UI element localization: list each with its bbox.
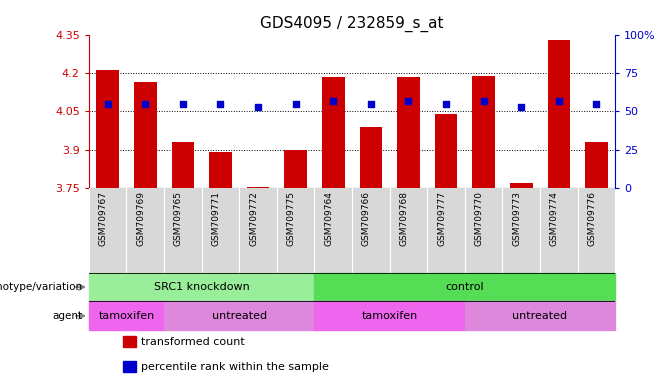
Text: GSM709771: GSM709771	[211, 191, 220, 246]
Bar	[89, 273, 315, 301]
Text: GSM709769: GSM709769	[136, 191, 145, 246]
Point	[441, 101, 451, 107]
Point	[478, 98, 489, 104]
Point	[215, 101, 226, 107]
Bar	[164, 301, 315, 330]
Text: GSM709768: GSM709768	[399, 191, 409, 246]
Point	[516, 104, 526, 110]
Text: tamoxifen: tamoxifen	[98, 311, 155, 321]
Point	[403, 98, 414, 104]
Text: GSM709765: GSM709765	[174, 191, 183, 246]
Text: GSM709764: GSM709764	[324, 191, 333, 246]
Bar	[397, 77, 420, 188]
Bar	[172, 142, 194, 188]
Bar	[315, 273, 615, 301]
Bar	[322, 77, 345, 188]
Bar	[123, 336, 136, 347]
Point	[140, 101, 151, 107]
Bar	[435, 114, 457, 188]
Bar	[96, 70, 119, 188]
Text: untreated: untreated	[513, 311, 568, 321]
Text: tamoxifen: tamoxifen	[361, 311, 418, 321]
Text: GSM709770: GSM709770	[474, 191, 484, 246]
Bar	[134, 82, 157, 188]
Text: GSM709774: GSM709774	[550, 191, 559, 246]
Title: GDS4095 / 232859_s_at: GDS4095 / 232859_s_at	[261, 16, 443, 32]
Text: SRC1 knockdown: SRC1 knockdown	[154, 282, 249, 292]
Text: GSM709777: GSM709777	[437, 191, 446, 246]
Text: GSM709766: GSM709766	[362, 191, 371, 246]
Bar	[247, 187, 269, 188]
Bar	[547, 40, 570, 188]
Bar	[472, 76, 495, 188]
Bar	[359, 127, 382, 188]
Bar	[209, 152, 232, 188]
Text: GSM709776: GSM709776	[588, 191, 596, 246]
Text: genotype/variation: genotype/variation	[0, 282, 82, 292]
Text: transformed count: transformed count	[141, 337, 245, 347]
Point	[103, 101, 113, 107]
Point	[253, 104, 263, 110]
Bar	[585, 142, 608, 188]
Text: GSM709767: GSM709767	[99, 191, 108, 246]
Point	[553, 98, 564, 104]
Text: GSM709775: GSM709775	[287, 191, 295, 246]
Point	[328, 98, 338, 104]
Point	[290, 101, 301, 107]
Text: percentile rank within the sample: percentile rank within the sample	[141, 362, 330, 372]
Bar	[315, 301, 465, 330]
Point	[178, 101, 188, 107]
Text: agent: agent	[52, 311, 82, 321]
Text: GSM709773: GSM709773	[512, 191, 521, 246]
Bar	[123, 361, 136, 372]
Bar	[89, 301, 164, 330]
Bar	[510, 183, 532, 188]
Bar	[284, 150, 307, 188]
Text: untreated: untreated	[212, 311, 266, 321]
Text: control: control	[445, 282, 484, 292]
Bar	[465, 301, 615, 330]
Point	[591, 101, 601, 107]
Text: GSM709772: GSM709772	[249, 191, 258, 246]
Point	[366, 101, 376, 107]
